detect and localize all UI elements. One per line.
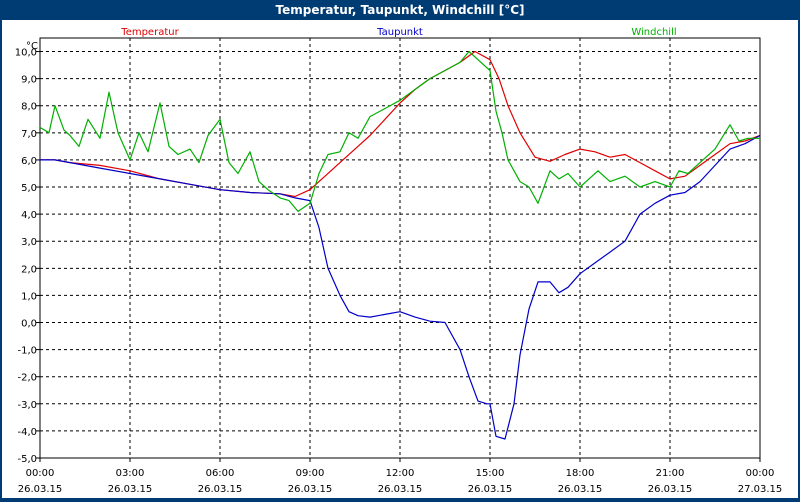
series-line-windchill (39, 50, 760, 212)
x-tick-label-date: 26.03.15 (648, 484, 693, 495)
line-chart: -5,0 -4,0 -3,0 -2,0 -1,0 0,0 1,0 2,0 3,0 4,0 5,0 6,… (15, 27, 783, 495)
legend: Temperatur Taupunkt Windchill (120, 27, 676, 38)
chart-title: Temperatur, Taupunkt, Windchill [°C] (275, 3, 525, 17)
x-tick-label-date: 26.03.15 (378, 484, 423, 495)
x-tick-label-date: 26.03.15 (108, 484, 153, 495)
y-tick-label: 3,0 (21, 237, 37, 248)
y-tick-label: 1,0 (21, 291, 37, 302)
x-tick-label-time: 00:00 (26, 468, 55, 479)
y-tick-label: -4,0 (17, 427, 37, 438)
x-tick-label-time: 06:00 (206, 468, 235, 479)
series-line-taupunkt (40, 134, 761, 440)
y-tick-label: 4,0 (21, 210, 37, 221)
x-tick-label-date: 27.03.15 (738, 484, 783, 495)
y-tick-label: 7,0 (21, 129, 37, 140)
y-tick-label: 9,0 (21, 75, 37, 86)
x-tick-label-date: 26.03.15 (198, 484, 243, 495)
legend-taupunkt: Taupunkt (376, 27, 423, 38)
x-tick-label-time: 21:00 (656, 468, 685, 479)
x-tick-label-date: 26.03.15 (468, 484, 513, 495)
y-tick-label: 0,0 (21, 319, 37, 330)
grid (39, 38, 761, 459)
x-tick-label-time: 18:00 (566, 468, 595, 479)
legend-windchill: Windchill (631, 27, 676, 38)
legend-temperatur: Temperatur (120, 27, 179, 38)
y-axis: -5,0 -4,0 -3,0 -2,0 -1,0 0,0 1,0 2,0 3,0 4,0 5,0 6,… (15, 48, 40, 465)
y-tick-label: -5,0 (17, 454, 37, 465)
y-tick-label: 5,0 (21, 183, 37, 194)
x-tick-label-time: 03:00 (116, 468, 145, 479)
chart-canvas: -5,0 -4,0 -3,0 -2,0 -1,0 0,0 1,0 2,0 3,0 4,0 5,0 6,… (2, 20, 798, 498)
x-tick-label-date: 26.03.15 (288, 484, 333, 495)
x-axis: 00:00 26.03.15 03:00 26.03.15 06:00 26.03.15 0… (18, 458, 783, 495)
y-tick-label: 8,0 (21, 102, 37, 113)
x-tick-label-date: 26.03.15 (18, 484, 63, 495)
x-tick-label-time: 09:00 (296, 468, 325, 479)
x-tick-label-time: 15:00 (476, 468, 505, 479)
y-tick-label: -3,0 (17, 400, 37, 411)
y-tick-label: 6,0 (21, 156, 37, 167)
y-axis-label: °C (26, 41, 38, 52)
x-tick-label-date: 26.03.15 (558, 484, 603, 495)
x-tick-label-time: 12:00 (386, 468, 415, 479)
y-tick-label: 2,0 (21, 264, 37, 275)
y-tick-label: 10,0 (15, 48, 37, 59)
x-tick-label-time: 00:00 (746, 468, 775, 479)
y-tick-label: -2,0 (17, 373, 37, 384)
y-tick-label: -1,0 (17, 346, 37, 357)
series-layer (39, 50, 761, 440)
